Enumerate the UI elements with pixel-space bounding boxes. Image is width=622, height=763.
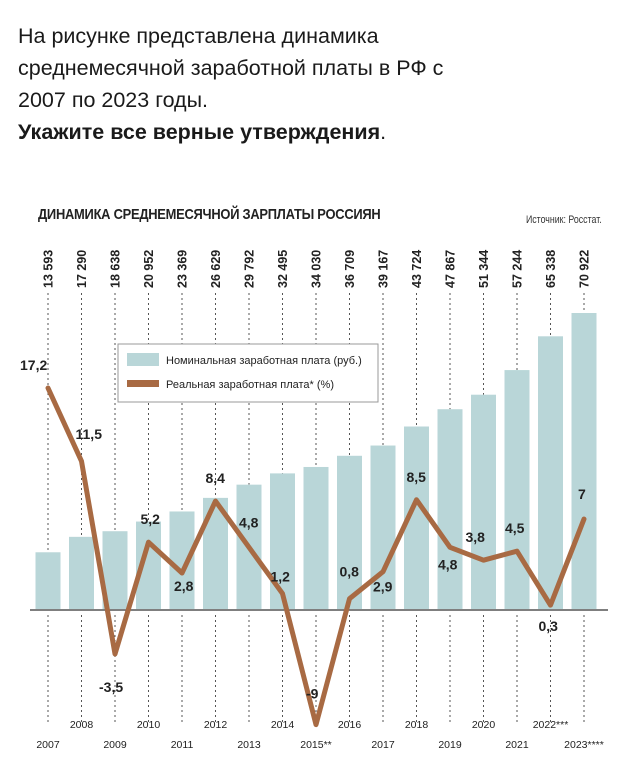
bar-value-label-2017: 39 167 [377, 250, 391, 288]
bar-value-label-2013: 29 792 [243, 250, 257, 288]
bar-value-label-2020: 51 344 [477, 250, 491, 288]
real-wage-label-2011: 2,8 [174, 578, 194, 594]
x-tick-label-2007: 2007 [36, 739, 60, 751]
bar-value-label-2008: 17 290 [75, 250, 89, 288]
real-wage-label-2013: 4,8 [239, 514, 259, 530]
chart-plot: 13 593 17 290 18 638 20 952 23 369 26 629 29 7… [20, 250, 608, 751]
real-wage-label-2023****: 7 [578, 486, 586, 502]
real-wage-label-2008: 11,5 [76, 426, 103, 442]
question-text-po: по [65, 88, 102, 112]
question-line-1: На рисунке представлена динамика [18, 24, 379, 48]
bar-value-label-2009: 18 638 [109, 250, 123, 288]
bar-2008 [69, 536, 94, 609]
bar-2007 [35, 552, 61, 609]
real-wage-label-2010: 5,2 [141, 511, 161, 527]
chart-source: Источник: Росстат. [526, 214, 602, 226]
bar-2015** [303, 466, 329, 609]
x-tick-label-2021: 2021 [505, 739, 529, 751]
bar-value-label-2023****: 70 922 [578, 250, 592, 288]
bar-2016 [337, 455, 362, 609]
bar-2021 [504, 370, 530, 609]
bar-value-label-2015**: 34 030 [310, 250, 324, 288]
question-text: На рисунке представлена динамика среднем… [18, 20, 608, 148]
bar-value-label-2014: 32 495 [276, 250, 290, 288]
x-tick-label-2022***: 2022*** [533, 719, 569, 731]
real-wage-label-2021: 4,5 [505, 520, 525, 536]
real-wage-label-2016: 0,8 [340, 564, 360, 580]
bar-value-label-2007: 13 593 [42, 250, 56, 288]
year-start: 2007 [18, 88, 66, 112]
x-tick-label-2012: 2012 [204, 719, 228, 731]
question-line-3: 2007 по 2023 годы. [18, 84, 608, 116]
bar-value-label-2016: 36 709 [343, 250, 357, 288]
real-wage-label-2020: 3,8 [466, 529, 486, 545]
bar-value-label-2022***: 65 338 [544, 250, 558, 288]
question-line-2: среднемесячной заработной платы в РФ с [18, 56, 444, 80]
bar-2019 [437, 409, 463, 609]
real-wage-line [45, 385, 587, 728]
x-tick-label-2013: 2013 [237, 739, 261, 751]
real-wage-label-2022***: 0,3 [539, 618, 559, 634]
real-wage-label-2015**: -9 [306, 686, 319, 702]
real-wage-label-2018: 8,5 [407, 469, 427, 485]
real-wage-label-2019: 4,8 [438, 556, 458, 572]
x-tick-label-2017: 2017 [371, 739, 395, 751]
x-tick-label-2011: 2011 [171, 739, 194, 751]
legend-swatch-line [127, 380, 159, 387]
bar-value-label-2010: 20 952 [142, 250, 156, 288]
real-wage-label-2014: 1,2 [271, 569, 291, 585]
bar-2014 [270, 473, 295, 609]
bar-2020 [471, 394, 496, 609]
chart-title: ДИНАМИКА СРЕДНЕМЕСЯЧНОЙ ЗАРПЛАТЫ РОССИЯН [38, 206, 381, 223]
x-tick-label-2016: 2016 [338, 719, 362, 731]
bar-value-label-2019: 47 867 [444, 250, 458, 288]
bar-value-label-2021: 57 244 [511, 250, 525, 288]
real-wage-label-2009: -3,5 [99, 679, 123, 695]
real-wage-label-2017: 2,9 [373, 579, 393, 595]
instruction-dot: . [380, 120, 387, 144]
question-instruction: Укажите все верные утверждения. [18, 116, 608, 148]
instruction-bold: Укажите все верные утверждения [18, 120, 381, 144]
x-tick-label-2020: 2020 [472, 719, 496, 731]
x-tick-label-2023****: 2023**** [564, 739, 604, 751]
year-end: 2023 [101, 88, 150, 112]
bar-2023**** [571, 313, 597, 609]
legend-box [117, 343, 379, 403]
x-tick-label-2015**: 2015** [300, 739, 332, 751]
real-wage-label-2012: 8,4 [206, 470, 226, 486]
bar-2022*** [538, 336, 563, 609]
legend-label-nominal: Номинальная заработная плата (руб.) [166, 355, 362, 367]
x-tick-label-2019: 2019 [438, 739, 462, 751]
bar-value-label-2011: 23 369 [176, 250, 190, 288]
bar-value-label-2018: 43 724 [410, 250, 424, 288]
x-tick-label-2014: 2014 [271, 719, 295, 731]
wage-chart: ДИНАМИКА СРЕДНЕМЕСЯЧНОЙ ЗАРПЛАТЫ РОССИЯН… [0, 190, 622, 763]
bar-2017 [370, 445, 396, 609]
legend-swatch-bar [127, 353, 159, 366]
legend-label-real: Реальная заработная плата* (%) [166, 379, 334, 391]
x-tick-label-2010: 2010 [137, 719, 161, 731]
x-tick-label-2009: 2009 [103, 739, 127, 751]
real-wage-label-2007: 17,2 [20, 357, 47, 373]
x-tick-label-2008: 2008 [70, 719, 94, 731]
question-text-years: годы. [149, 88, 209, 112]
bar-2011 [169, 511, 195, 609]
x-tick-label-2018: 2018 [405, 719, 429, 731]
bar-value-label-2012: 26 629 [209, 250, 223, 288]
